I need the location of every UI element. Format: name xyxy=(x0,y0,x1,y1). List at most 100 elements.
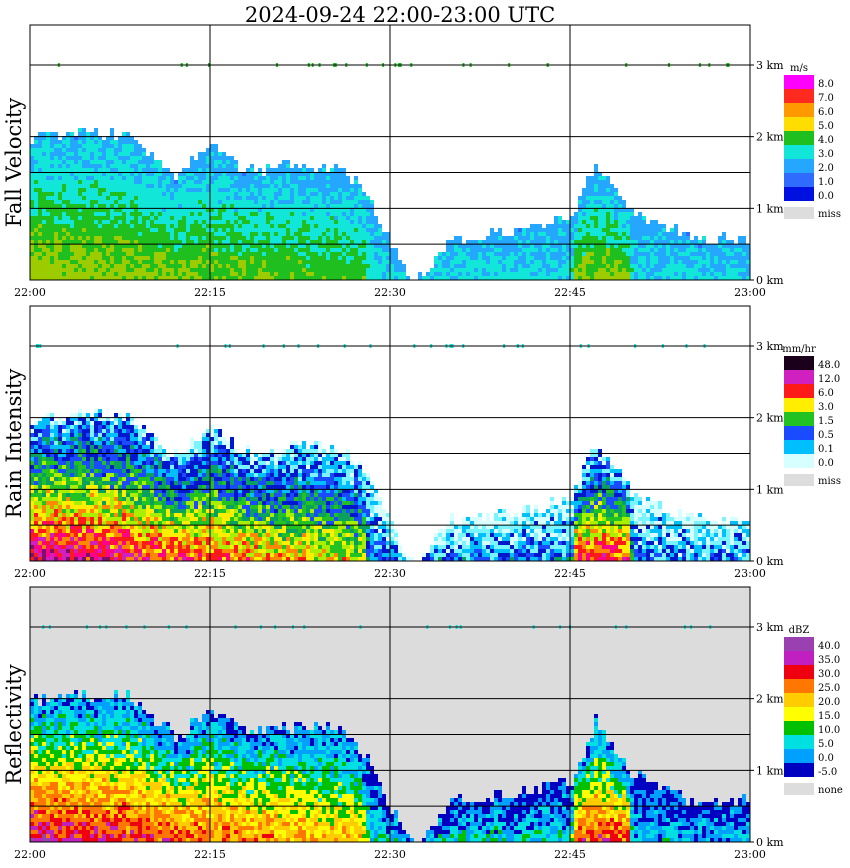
plot-frame xyxy=(29,305,751,562)
x-tick-label: 23:00 xyxy=(734,286,766,299)
legend-swatch xyxy=(784,173,814,187)
x-tick-label: 22:15 xyxy=(194,848,226,861)
y-tick-label: 2 km xyxy=(756,412,784,425)
legend-swatch xyxy=(784,440,814,454)
x-tick-label: 23:00 xyxy=(734,567,766,580)
echo-cells xyxy=(30,690,750,842)
legend-swatch xyxy=(784,426,814,440)
legend-missing-label: miss xyxy=(818,476,841,487)
legend-value: 5.0 xyxy=(818,121,834,132)
legend-swatch xyxy=(784,693,814,707)
y-axis-label: Fall Velocity xyxy=(2,98,26,228)
echo-cells xyxy=(30,409,750,561)
legend-swatch xyxy=(784,763,814,777)
panel-refl: 22:00 22:15 22:30 22:45 23:00 3 km 2 km 1 km 0 k… xyxy=(2,586,843,861)
panel-rain: 22:00 22:15 22:30 22:45 23:00 3 km 2 km 1 km 0 k… xyxy=(2,305,841,580)
legend-swatch xyxy=(784,145,814,159)
legend-swatch xyxy=(784,454,814,468)
legend-swatch xyxy=(784,679,814,693)
legend-swatch xyxy=(784,117,814,131)
y-tick-label: 2 km xyxy=(756,693,784,706)
plot-frame xyxy=(29,586,751,843)
legend-value: 0.0 xyxy=(818,458,834,469)
legend-value: 40.0 xyxy=(818,641,840,652)
y-tick-label: 3 km xyxy=(756,621,784,634)
x-tick-label: 22:00 xyxy=(14,848,46,861)
legend-swatch xyxy=(784,735,814,749)
legend-unit: dBZ xyxy=(789,625,810,636)
legend-value: 1.5 xyxy=(818,416,834,427)
echo-cells xyxy=(30,128,750,280)
legend-swatch xyxy=(784,131,814,145)
x-tick-label: 23:00 xyxy=(734,848,766,861)
legend-swatch xyxy=(784,103,814,117)
legend-swatch xyxy=(784,749,814,763)
legend-value: 35.0 xyxy=(818,655,840,666)
legend-value: 0.0 xyxy=(818,753,834,764)
legend-value: 8.0 xyxy=(818,79,834,90)
legend-value: 1.0 xyxy=(818,177,834,188)
legend-value: -5.0 xyxy=(818,767,837,778)
legend-value: 6.0 xyxy=(818,107,834,118)
panel-fall: 22:00 22:15 22:30 22:45 23:00 3 km 2 km 1 km 0 k… xyxy=(2,24,841,299)
panels: 22:00 22:15 22:30 22:45 23:00 3 km 2 km 1 km 0 k… xyxy=(2,24,843,861)
legend-value: 5.0 xyxy=(818,739,834,750)
y-tick-label: 0 km xyxy=(756,836,784,849)
legend-value: 0.1 xyxy=(818,444,834,455)
legend-value: 20.0 xyxy=(818,697,840,708)
x-tick-label: 22:00 xyxy=(14,567,46,580)
legend-swatch xyxy=(784,721,814,735)
legend-refl: dBZ 40.0 35.0 30.0 25.0 20.0 15.0 10.0 5.0 0.0 -5.… xyxy=(784,625,843,796)
y-tick-label: 2 km xyxy=(756,131,784,144)
legend-swatch xyxy=(784,159,814,173)
x-tick-label: 22:45 xyxy=(554,567,586,580)
y-tick-label: 0 km xyxy=(756,274,784,287)
y-tick-label: 0 km xyxy=(756,555,784,568)
x-tick-label: 22:45 xyxy=(554,286,586,299)
legend-value: 10.0 xyxy=(818,725,840,736)
legend-unit: m/s xyxy=(790,63,808,74)
grid xyxy=(30,25,750,281)
legend-swatch xyxy=(784,75,814,89)
x-tick-label: 22:45 xyxy=(554,848,586,861)
x-tick-label: 22:30 xyxy=(374,848,406,861)
legend-missing-swatch xyxy=(784,207,814,219)
x-tick-label: 22:15 xyxy=(194,286,226,299)
legend-value: 12.0 xyxy=(818,374,840,385)
legend-swatch xyxy=(784,356,814,370)
legend-value: 4.0 xyxy=(818,135,834,146)
chart-title: 2024-09-24 22:00-23:00 UTC xyxy=(245,3,555,27)
legend-swatch xyxy=(784,384,814,398)
legend-swatch xyxy=(784,398,814,412)
legend-swatch xyxy=(784,665,814,679)
legend-value: 3.0 xyxy=(818,149,834,160)
legend-value: 25.0 xyxy=(818,683,840,694)
legend-missing-swatch xyxy=(784,783,814,795)
legend-value: 0.5 xyxy=(818,430,834,441)
x-tick-label: 22:30 xyxy=(374,286,406,299)
x-tick-label: 22:15 xyxy=(194,567,226,580)
legend-unit: mm/hr xyxy=(782,344,816,355)
legend-value: 7.0 xyxy=(818,93,834,104)
legend-value: 3.0 xyxy=(818,402,834,413)
x-tick-label: 22:30 xyxy=(374,567,406,580)
legend-swatch xyxy=(784,707,814,721)
legend-swatch xyxy=(784,412,814,426)
legend-value: 0.0 xyxy=(818,191,834,202)
legend-value: 30.0 xyxy=(818,669,840,680)
y-tick-label: 1 km xyxy=(756,483,784,496)
legend-swatch xyxy=(784,89,814,103)
y-axis-label: Rain Intensity xyxy=(2,369,26,519)
x-tick-label: 22:00 xyxy=(14,286,46,299)
legend-fall: m/s 8.0 7.0 6.0 5.0 4.0 3.0 2.0 1.0 0.0 miss xyxy=(784,63,841,220)
y-tick-label: 1 km xyxy=(756,202,784,215)
legend-value: 48.0 xyxy=(818,360,840,371)
legend-value: 15.0 xyxy=(818,711,840,722)
y-tick-label: 3 km xyxy=(756,59,784,72)
legend-swatch xyxy=(784,637,814,651)
legend-swatch xyxy=(784,370,814,384)
legend-missing-label: miss xyxy=(818,209,841,220)
legend-value: 2.0 xyxy=(818,163,834,174)
legend-swatch xyxy=(784,651,814,665)
